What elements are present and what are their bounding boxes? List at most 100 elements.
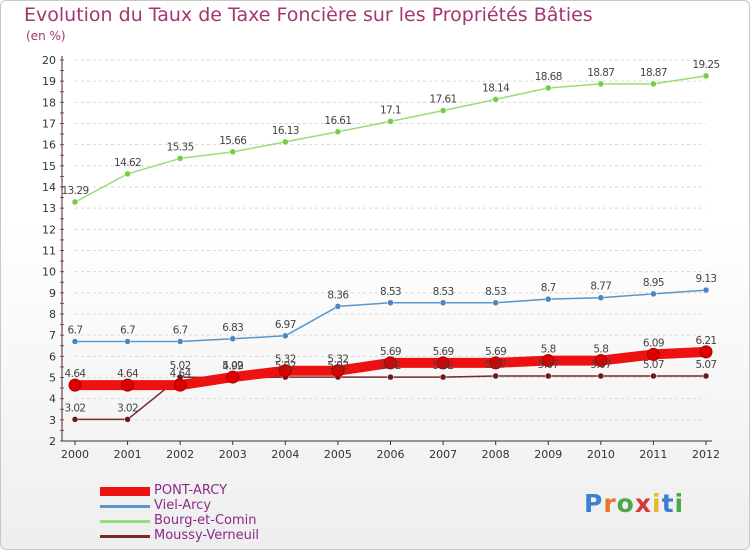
chart-title: Evolution du Taux de Taxe Foncière sur l… [24, 4, 593, 26]
data-point [384, 356, 397, 370]
y-tick-label: 15 [42, 160, 56, 173]
data-point [545, 372, 552, 380]
data-point [492, 372, 499, 380]
x-tick-label: 2006 [377, 448, 405, 461]
x-tick-label: 2008 [482, 448, 510, 461]
data-point [489, 356, 503, 370]
x-tick-label: 2007 [429, 448, 457, 461]
data-label: 15.66 [219, 135, 247, 147]
data-point [492, 96, 499, 103]
data-point [387, 373, 394, 381]
logo-letter: P [584, 489, 604, 518]
x-tick-label: 2012 [692, 448, 720, 461]
legend-swatch [100, 487, 150, 496]
data-label: 18.68 [535, 71, 562, 83]
data-label: 6.09 [643, 337, 664, 349]
data-label: 9.13 [696, 273, 717, 285]
data-label: 8.53 [485, 286, 506, 298]
x-tick-label: 2003 [219, 448, 247, 461]
proxiti-logo: Proxiti [584, 489, 684, 518]
data-label: 5.07 [643, 359, 664, 371]
data-label: 5.02 [275, 360, 296, 372]
x-tick-label: 2004 [271, 448, 299, 461]
legend-label: Bourg-et-Comin [154, 513, 257, 528]
data-label: 5.02 [170, 360, 191, 372]
y-tick-label: 14 [42, 181, 56, 194]
data-point [334, 128, 342, 136]
data-label: 14.62 [114, 157, 141, 169]
data-label: 18.14 [482, 82, 510, 94]
y-tick-label: 3 [49, 414, 56, 427]
legend-label: Viel-Arcy [154, 498, 212, 513]
x-tick-label: 2005 [324, 448, 352, 461]
data-point [646, 347, 660, 361]
data-label: 6.7 [68, 325, 83, 337]
y-tick-label: 9 [49, 287, 56, 300]
data-label: 13.29 [61, 185, 88, 197]
y-tick-label: 11 [42, 245, 56, 258]
data-point [229, 148, 236, 156]
data-label: 8.53 [380, 286, 401, 298]
y-tick-label: 18 [42, 96, 56, 109]
data-label: 4.99 [222, 361, 243, 373]
data-point [282, 138, 289, 146]
logo-letter: t [661, 489, 675, 518]
data-label: 5.8 [593, 344, 608, 356]
data-label: 5.8 [541, 344, 556, 356]
data-point [226, 370, 240, 384]
data-point [71, 416, 79, 423]
data-label: 8.95 [643, 277, 664, 289]
data-label: 4.64 [117, 368, 139, 380]
y-tick-label: 12 [42, 223, 56, 236]
data-label: 5.07 [590, 359, 611, 371]
legend-swatch [100, 505, 150, 508]
x-tick-label: 2001 [114, 448, 142, 461]
data-label: 3.02 [117, 402, 138, 414]
data-point [545, 295, 552, 303]
data-label: 6.83 [222, 322, 243, 334]
data-label: 5.69 [380, 346, 401, 358]
data-point [492, 299, 499, 307]
data-point [702, 372, 710, 380]
y-tick-label: 2 [49, 435, 56, 448]
y-tick-label: 10 [42, 266, 56, 279]
data-point [71, 338, 79, 345]
y-tick-label: 19 [42, 75, 56, 88]
data-point [282, 332, 289, 340]
data-point [650, 372, 657, 380]
legend-swatch [100, 535, 150, 538]
data-label: 5.07 [538, 359, 559, 371]
x-tick-label: 2010 [587, 448, 615, 461]
data-point [594, 354, 608, 368]
data-point [124, 416, 131, 423]
y-axis-unit-label: (en %) [26, 29, 66, 43]
data-label: 5.07 [696, 359, 717, 371]
data-label: 8.53 [433, 286, 454, 298]
data-label: 4.64 [65, 368, 87, 380]
legend-label: Moussy-Verneuil [154, 528, 260, 543]
data-point [176, 155, 184, 162]
legend-swatch [100, 520, 150, 523]
data-label: 8.77 [590, 281, 611, 293]
y-tick-label: 7 [49, 329, 56, 342]
logo-letter: i [652, 489, 662, 518]
y-tick-label: 8 [49, 308, 56, 321]
data-point [124, 338, 131, 345]
data-label: 5.32 [275, 354, 296, 366]
data-point [702, 286, 710, 294]
data-label: 5.69 [433, 346, 454, 358]
data-point [229, 335, 236, 343]
x-tick-label: 2009 [534, 448, 562, 461]
data-point [439, 107, 447, 114]
data-label: 5.02 [380, 360, 401, 372]
data-label: 5.02 [433, 360, 454, 372]
legend-label: PONT-ARCY [154, 483, 228, 498]
data-point [597, 80, 605, 88]
data-point [541, 354, 555, 368]
data-label: 18.87 [640, 67, 667, 79]
logo-letter: o [616, 489, 635, 518]
data-point [650, 290, 657, 298]
data-point [68, 378, 82, 392]
data-point [702, 72, 710, 80]
